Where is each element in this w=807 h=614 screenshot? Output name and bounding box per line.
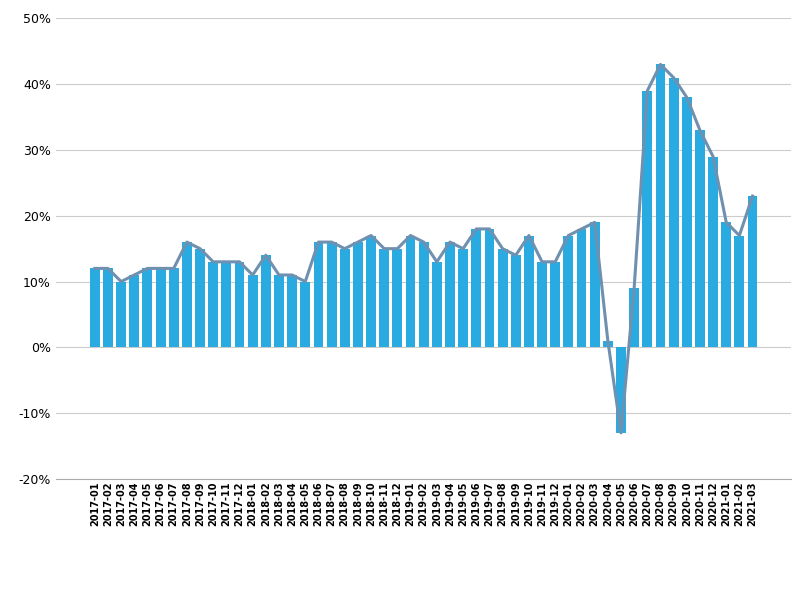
Bar <box>590 222 600 348</box>
Bar <box>392 249 403 348</box>
Bar <box>511 255 521 348</box>
Bar <box>248 275 257 348</box>
Bar <box>432 262 441 348</box>
Bar <box>458 249 468 348</box>
Bar <box>169 268 178 348</box>
Bar <box>195 249 205 348</box>
Bar <box>669 77 679 348</box>
Bar <box>129 275 139 348</box>
Bar <box>603 341 613 348</box>
Bar <box>563 236 573 348</box>
Bar <box>103 268 113 348</box>
Bar <box>208 262 218 348</box>
Bar <box>313 242 324 348</box>
Bar <box>406 236 416 348</box>
Bar <box>90 268 100 348</box>
Bar <box>300 282 310 348</box>
Bar <box>498 249 508 348</box>
Bar <box>419 242 429 348</box>
Bar <box>537 262 547 348</box>
Bar <box>747 196 758 348</box>
Bar <box>340 249 349 348</box>
Bar <box>261 255 271 348</box>
Bar <box>327 242 337 348</box>
Bar <box>550 262 560 348</box>
Bar <box>445 242 455 348</box>
Bar <box>274 275 284 348</box>
Bar <box>655 64 666 348</box>
Bar <box>524 236 534 348</box>
Bar <box>734 236 744 348</box>
Bar <box>156 268 165 348</box>
Bar <box>576 229 587 348</box>
Bar <box>366 236 376 348</box>
Bar <box>379 249 389 348</box>
Bar <box>642 91 652 348</box>
Bar <box>471 229 481 348</box>
Bar <box>221 262 232 348</box>
Bar <box>709 157 718 348</box>
Bar <box>353 242 363 348</box>
Bar <box>616 348 626 433</box>
Bar <box>116 282 126 348</box>
Bar <box>143 268 153 348</box>
Bar <box>721 222 731 348</box>
Bar <box>287 275 297 348</box>
Bar <box>629 288 639 348</box>
Bar <box>182 242 192 348</box>
Bar <box>484 229 495 348</box>
Bar <box>235 262 245 348</box>
Bar <box>695 130 705 348</box>
Bar <box>682 98 692 348</box>
